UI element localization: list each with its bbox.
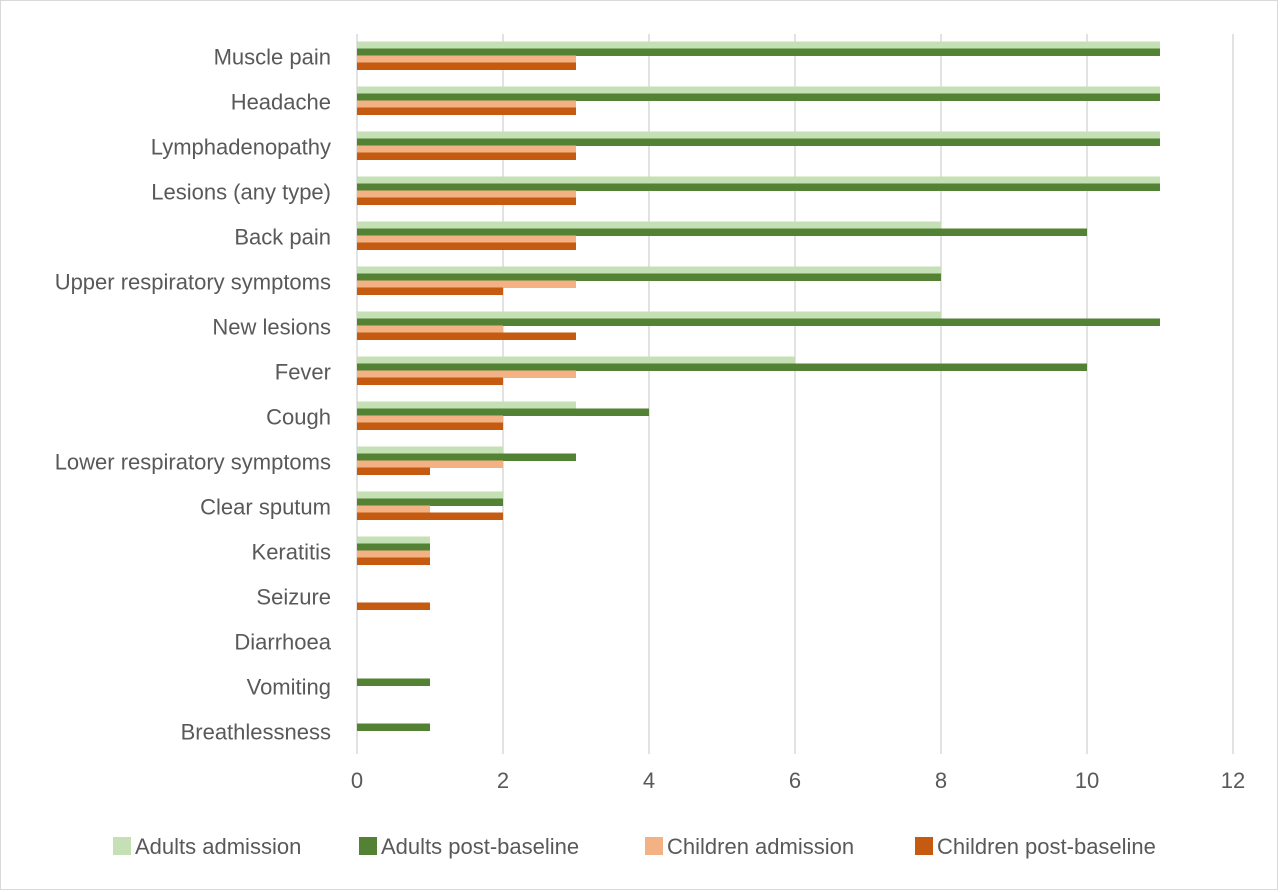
legend-label: Adults post-baseline bbox=[381, 834, 579, 859]
bar-adults-post-baseline bbox=[357, 363, 1087, 371]
bar-adults-post-baseline bbox=[357, 498, 503, 506]
bar-adults-admission bbox=[357, 311, 941, 319]
category-label: Upper respiratory symptoms bbox=[55, 270, 331, 295]
legend-swatch bbox=[359, 837, 377, 855]
x-tick-label: 10 bbox=[1075, 768, 1099, 793]
legend-label: Children admission bbox=[667, 834, 854, 859]
bar-children-admission bbox=[357, 370, 576, 378]
bar-children-post-baseline bbox=[357, 377, 503, 385]
bar-children-post-baseline bbox=[357, 242, 576, 250]
bar-adults-admission bbox=[357, 446, 503, 454]
x-tick-label: 6 bbox=[789, 768, 801, 793]
bar-adults-post-baseline bbox=[357, 408, 649, 416]
bar-children-admission bbox=[357, 190, 576, 198]
category-label: Diarrhoea bbox=[234, 630, 331, 655]
bar-adults-admission bbox=[357, 41, 1160, 49]
bar-children-post-baseline bbox=[357, 152, 576, 160]
bar-children-post-baseline bbox=[357, 332, 576, 340]
x-tick-labels: 0 2 4 6 8 10 12 bbox=[351, 768, 1245, 793]
bar-children-post-baseline bbox=[357, 512, 503, 520]
category-label: Keratitis bbox=[252, 540, 331, 565]
bar-children-admission bbox=[357, 280, 576, 288]
bar-children-admission bbox=[357, 505, 430, 513]
bar-adults-post-baseline bbox=[357, 273, 941, 281]
category-label: Breathlessness bbox=[181, 720, 331, 745]
bar-adults-post-baseline bbox=[357, 228, 1087, 236]
x-tick-label: 12 bbox=[1221, 768, 1245, 793]
category-label: Cough bbox=[266, 405, 331, 430]
legend-label: Adults admission bbox=[135, 834, 301, 859]
bar-adults-admission bbox=[357, 221, 941, 229]
bar-adults-admission bbox=[357, 401, 576, 409]
bar-children-post-baseline bbox=[357, 467, 430, 475]
category-label: Headache bbox=[231, 90, 331, 115]
category-label: New lesions bbox=[212, 315, 331, 340]
bar-adults-post-baseline bbox=[357, 138, 1160, 146]
bar-children-admission bbox=[357, 325, 503, 333]
bar-adults-admission bbox=[357, 266, 941, 274]
bar-children-post-baseline bbox=[357, 602, 430, 610]
legend-swatch bbox=[113, 837, 131, 855]
bar-children-post-baseline bbox=[357, 422, 503, 430]
legend: Adults admission Adults post-baseline Chil… bbox=[113, 834, 1156, 859]
bar-children-post-baseline bbox=[357, 557, 430, 565]
bar-adults-post-baseline bbox=[357, 183, 1160, 191]
category-label: Muscle pain bbox=[214, 45, 331, 70]
x-tick-label: 2 bbox=[497, 768, 509, 793]
category-labels: Muscle pain Headache Lymphadenopathy Lesion… bbox=[55, 45, 332, 745]
bar-children-admission bbox=[357, 415, 503, 423]
bar-adults-admission bbox=[357, 86, 1160, 94]
bar-adults-admission bbox=[357, 131, 1160, 139]
category-label: Lesions (any type) bbox=[151, 180, 331, 205]
legend-swatch bbox=[645, 837, 663, 855]
bar-adults-admission bbox=[357, 176, 1160, 184]
category-label: Clear sputum bbox=[200, 495, 331, 520]
bar-children-admission bbox=[357, 235, 576, 243]
category-label: Lower respiratory symptoms bbox=[55, 450, 331, 475]
bar-adults-admission bbox=[357, 356, 795, 364]
bar-children-admission bbox=[357, 145, 576, 153]
bar-adults-post-baseline bbox=[357, 48, 1160, 56]
category-label: Seizure bbox=[256, 585, 331, 610]
bar-adults-post-baseline bbox=[357, 723, 430, 731]
bar-adults-post-baseline bbox=[357, 93, 1160, 101]
bar-adults-post-baseline bbox=[357, 543, 430, 551]
bar-adults-admission bbox=[357, 536, 430, 544]
x-tick-label: 8 bbox=[935, 768, 947, 793]
bar-adults-post-baseline bbox=[357, 453, 576, 461]
legend-swatch bbox=[915, 837, 933, 855]
bar-adults-post-baseline bbox=[357, 318, 1160, 326]
category-label: Vomiting bbox=[247, 675, 331, 700]
bars bbox=[357, 41, 1160, 731]
bar-children-admission bbox=[357, 100, 576, 108]
x-tick-label: 4 bbox=[643, 768, 655, 793]
bar-adults-admission bbox=[357, 491, 503, 499]
x-tick-label: 0 bbox=[351, 768, 363, 793]
category-label: Lymphadenopathy bbox=[151, 135, 331, 160]
category-label: Fever bbox=[275, 360, 331, 385]
bar-adults-post-baseline bbox=[357, 678, 430, 686]
bar-children-admission bbox=[357, 55, 576, 63]
bar-children-admission bbox=[357, 460, 503, 468]
bar-children-post-baseline bbox=[357, 62, 576, 70]
bar-children-post-baseline bbox=[357, 107, 576, 115]
bar-children-post-baseline bbox=[357, 197, 576, 205]
legend-label: Children post-baseline bbox=[937, 834, 1156, 859]
category-label: Back pain bbox=[234, 225, 331, 250]
bar-children-admission bbox=[357, 550, 430, 558]
bar-children-post-baseline bbox=[357, 287, 503, 295]
